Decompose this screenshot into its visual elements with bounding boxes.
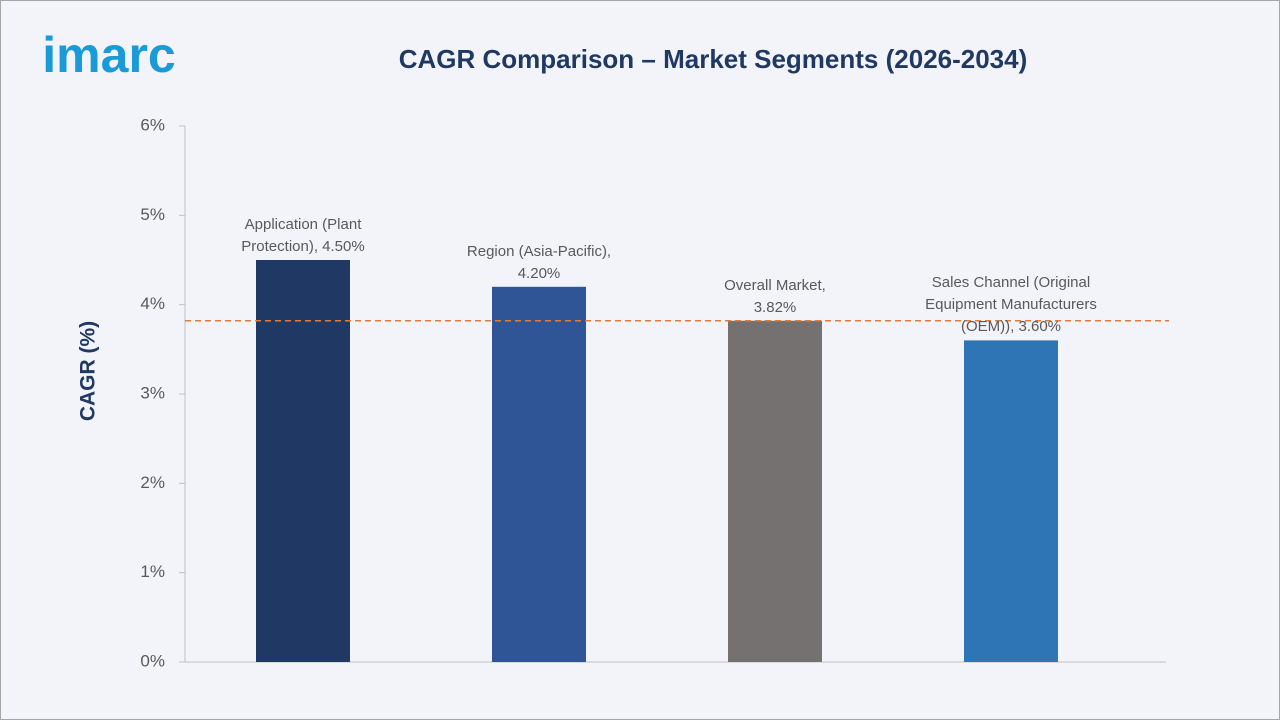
y-tick-label: 1% [140,562,165,581]
chart-title: CAGR Comparison – Market Segments (2026-… [399,44,1028,74]
bar [964,340,1058,662]
y-tick-label: 6% [140,115,165,134]
bar [492,286,586,662]
y-tick-label: 2% [140,473,165,492]
y-tick-label: 5% [140,205,165,224]
data-label: Overall Market, 3.82% [724,276,826,316]
y-tick-label: 4% [140,294,165,313]
data-label: Application (Plant Protection), 4.50% [241,216,365,255]
bar [256,260,350,662]
logo: imarc [42,27,175,83]
data-label: Sales Channel (Original Equipment Manufa… [925,274,1097,336]
data-label: Region (Asia-Pacific), 4.20% [466,242,612,282]
y-tick-label: 0% [140,651,165,670]
y-tick-label: 3% [140,383,165,402]
bar [728,320,822,662]
y-axis-label: CAGR (%) [77,321,100,421]
